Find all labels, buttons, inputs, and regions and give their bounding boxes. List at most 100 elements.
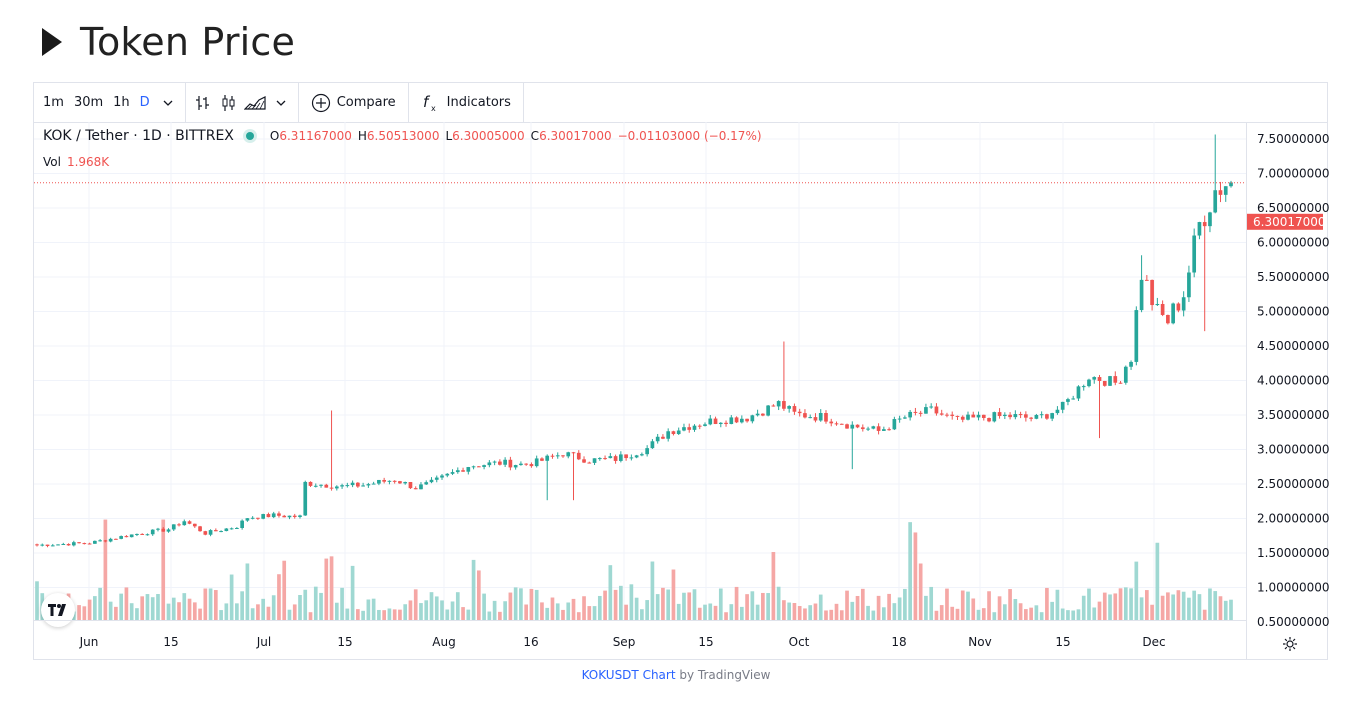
candle-body (924, 407, 928, 414)
candle-body (1171, 303, 1175, 324)
candle-body (1129, 361, 1133, 367)
volume-bar (1092, 607, 1097, 620)
volume-bar (1229, 599, 1233, 620)
price-tick-label: 4.50000000 (1257, 339, 1329, 353)
interval-1h[interactable]: 1h (113, 95, 130, 110)
volume-bar (219, 610, 223, 620)
volume-bar (1071, 610, 1076, 620)
volume-bar (245, 563, 250, 620)
candle-body (913, 411, 918, 413)
candle-body (150, 529, 155, 535)
candle-body (392, 480, 397, 482)
market-status-dot[interactable] (245, 132, 254, 140)
candle-body (419, 484, 423, 490)
candle-body (845, 424, 849, 429)
time-axis[interactable]: Jun 15 Jul 15 Aug 16 Sep 15 Oct 18 Nov 15 Dec (34, 620, 1246, 660)
chart-style-chevron-down-icon[interactable] (268, 83, 294, 122)
candle-body (782, 401, 786, 409)
candle-body (887, 429, 891, 431)
interval-30m[interactable]: 30m (73, 95, 104, 110)
candlestick-chart[interactable] (34, 122, 1246, 623)
candle-body (608, 456, 613, 459)
candle-body (708, 418, 713, 425)
candle-body (229, 528, 234, 530)
candle-body (813, 417, 818, 421)
volume-bar (292, 604, 297, 620)
candle-body (908, 411, 912, 418)
volume-bar (750, 591, 755, 620)
volume-bar (897, 597, 902, 620)
price-tick-label: 7.00000000 (1257, 167, 1329, 181)
candle-body (997, 412, 1002, 417)
volume-bar (282, 560, 287, 620)
volume-bar (561, 609, 565, 620)
volume-bar (235, 603, 239, 620)
symbol-chart-link[interactable]: KOKUSDT Chart (581, 668, 676, 682)
volume-bar (250, 608, 255, 620)
candle-body (282, 515, 287, 518)
volume-bar (476, 570, 481, 620)
time-tick-label: Dec (1142, 635, 1165, 649)
candle-body (1229, 182, 1233, 187)
volume-bar (945, 588, 949, 620)
candle-body (366, 484, 371, 486)
candle-body (661, 436, 665, 439)
candle-body (334, 486, 339, 489)
candle-body (466, 467, 471, 472)
volume-bar (129, 603, 134, 620)
interval-d[interactable]: D (139, 95, 150, 110)
volume-bar (666, 589, 671, 620)
interval-1m[interactable]: 1m (43, 95, 64, 110)
volume-bar (729, 604, 734, 620)
candle-body (1123, 366, 1128, 383)
time-tick-label: Oct (789, 635, 810, 649)
candle-body (540, 458, 544, 461)
candle-body (1192, 235, 1197, 273)
candle-body (603, 458, 607, 460)
candle-body (1108, 376, 1112, 386)
bar-chart-style-icon[interactable] (190, 83, 216, 122)
svg-text:x: x (431, 104, 436, 113)
tradingview-logo-icon[interactable] (41, 593, 75, 627)
candle-body (524, 463, 529, 465)
volume-bar (903, 588, 907, 620)
candle-body (955, 415, 960, 417)
volume-bar (682, 592, 686, 620)
volume-bar (177, 602, 181, 620)
candle-body (440, 475, 444, 478)
compare-button[interactable]: Compare (303, 83, 404, 122)
volume-legend: Vol 1.968K (43, 155, 109, 169)
volume-bar (818, 594, 823, 620)
area-chart-style-icon[interactable] (242, 83, 268, 122)
volume-bar (461, 607, 465, 620)
candle-body (219, 531, 223, 533)
volume-bar (1160, 595, 1165, 620)
volume-bar (1166, 592, 1170, 620)
candle-body (529, 464, 534, 467)
settings-gear-icon[interactable] (1282, 636, 1298, 656)
candle-chart-style-icon[interactable] (216, 83, 242, 122)
volume-bar (361, 610, 365, 620)
volume-bar (429, 592, 434, 620)
candle-body (834, 423, 839, 425)
chart-pane[interactable] (34, 122, 1246, 623)
volume-bar (829, 609, 834, 620)
candle-body (298, 515, 302, 517)
candle-body (487, 462, 492, 466)
candle-body (1008, 414, 1012, 418)
candle-body (140, 533, 145, 535)
candle-body (1145, 279, 1149, 281)
candle-body (866, 428, 870, 430)
volume-bar (1024, 609, 1028, 620)
candle-body (803, 413, 807, 418)
candle-body (129, 534, 134, 538)
volume-bar (708, 603, 713, 620)
interval-chevron-down-icon[interactable] (155, 83, 181, 122)
price-axis[interactable]: 0.50000000 1.00000000 1.50000000 2.00000000… (1246, 122, 1330, 659)
candle-body (1202, 222, 1207, 227)
volume-bar (192, 602, 197, 620)
candle-body (1050, 413, 1055, 419)
candle-body (1076, 386, 1081, 399)
volume-bar (697, 607, 702, 620)
